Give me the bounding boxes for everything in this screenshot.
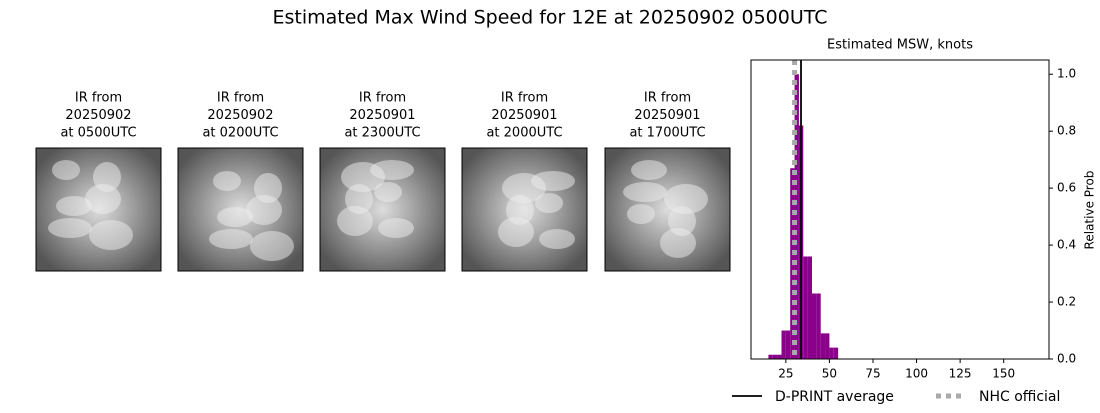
cloud <box>502 173 546 203</box>
panel-caption: at 2300UTC <box>344 126 420 141</box>
x-tick-label: 75 <box>865 367 880 381</box>
panel-caption: 20250901 <box>349 108 415 123</box>
cloud <box>213 171 241 191</box>
cloud <box>378 218 414 238</box>
cloud <box>623 182 667 202</box>
panel-caption: IR from <box>644 91 691 106</box>
cloud <box>539 229 575 249</box>
cloud <box>337 206 373 236</box>
y-tick-label: 1.0 <box>1057 67 1076 81</box>
bar <box>768 354 773 359</box>
bar <box>777 354 782 359</box>
plot-frame <box>750 59 1050 360</box>
cloud <box>631 160 667 180</box>
cloud <box>627 204 655 224</box>
cloud <box>660 228 696 258</box>
chart-title: Estimated MSW, knots <box>827 38 973 53</box>
panel-caption: 20250902 <box>65 108 131 123</box>
bar <box>816 293 821 359</box>
cloud <box>89 220 133 250</box>
cloud <box>246 195 282 225</box>
x-tick-label: 150 <box>992 367 1015 381</box>
panel-caption: IR from <box>359 91 406 106</box>
x-tick-label: 25 <box>778 367 793 381</box>
cloud <box>341 162 385 192</box>
bar <box>811 293 817 359</box>
bar <box>833 347 839 359</box>
panel-caption: IR from <box>75 91 122 106</box>
x-tick-label: 125 <box>949 367 972 381</box>
bar <box>825 333 830 359</box>
bar <box>781 330 786 359</box>
legend-label: NHC official <box>979 389 1060 405</box>
panel-caption: 20250901 <box>634 108 700 123</box>
bar <box>785 330 791 359</box>
panel-caption: IR from <box>217 91 264 106</box>
panel-caption: 20250902 <box>207 108 273 123</box>
cloud <box>217 207 253 227</box>
cloud <box>664 184 708 214</box>
cloud <box>250 231 294 261</box>
panel-caption: at 0500UTC <box>60 126 136 141</box>
panel-caption: 20250901 <box>491 108 557 123</box>
cloud <box>535 193 563 213</box>
panel-caption: at 2000UTC <box>486 126 562 141</box>
bar <box>829 347 834 359</box>
y-tick-label: 0.2 <box>1057 295 1076 309</box>
cloud <box>374 182 402 202</box>
y-tick-label: 0.6 <box>1057 181 1076 195</box>
bar <box>807 256 812 359</box>
cloud <box>93 162 121 192</box>
y-tick-label: 0.4 <box>1057 238 1076 252</box>
cloud <box>498 217 534 247</box>
figure-title: Estimated Max Wind Speed for 12E at 2025… <box>272 7 827 29</box>
x-tick-label: 50 <box>822 367 837 381</box>
y-tick-label: 0.0 <box>1057 352 1076 366</box>
cloud <box>56 196 92 216</box>
panel-caption: at 0200UTC <box>202 126 278 141</box>
cloud <box>52 160 80 180</box>
legend-label: D-PRINT average <box>775 389 894 405</box>
cloud <box>85 184 121 214</box>
panel-caption: IR from <box>501 91 548 106</box>
cloud <box>254 173 282 203</box>
cloud <box>48 218 92 238</box>
x-tick-label: 100 <box>905 367 928 381</box>
bar <box>794 74 799 359</box>
bar <box>772 354 778 359</box>
cloud <box>209 229 253 249</box>
bar <box>803 256 808 359</box>
y-axis-label: Relative Prob <box>1083 171 1097 250</box>
panel-caption: at 1700UTC <box>629 126 705 141</box>
bar <box>820 333 826 359</box>
y-tick-label: 0.8 <box>1057 124 1076 138</box>
